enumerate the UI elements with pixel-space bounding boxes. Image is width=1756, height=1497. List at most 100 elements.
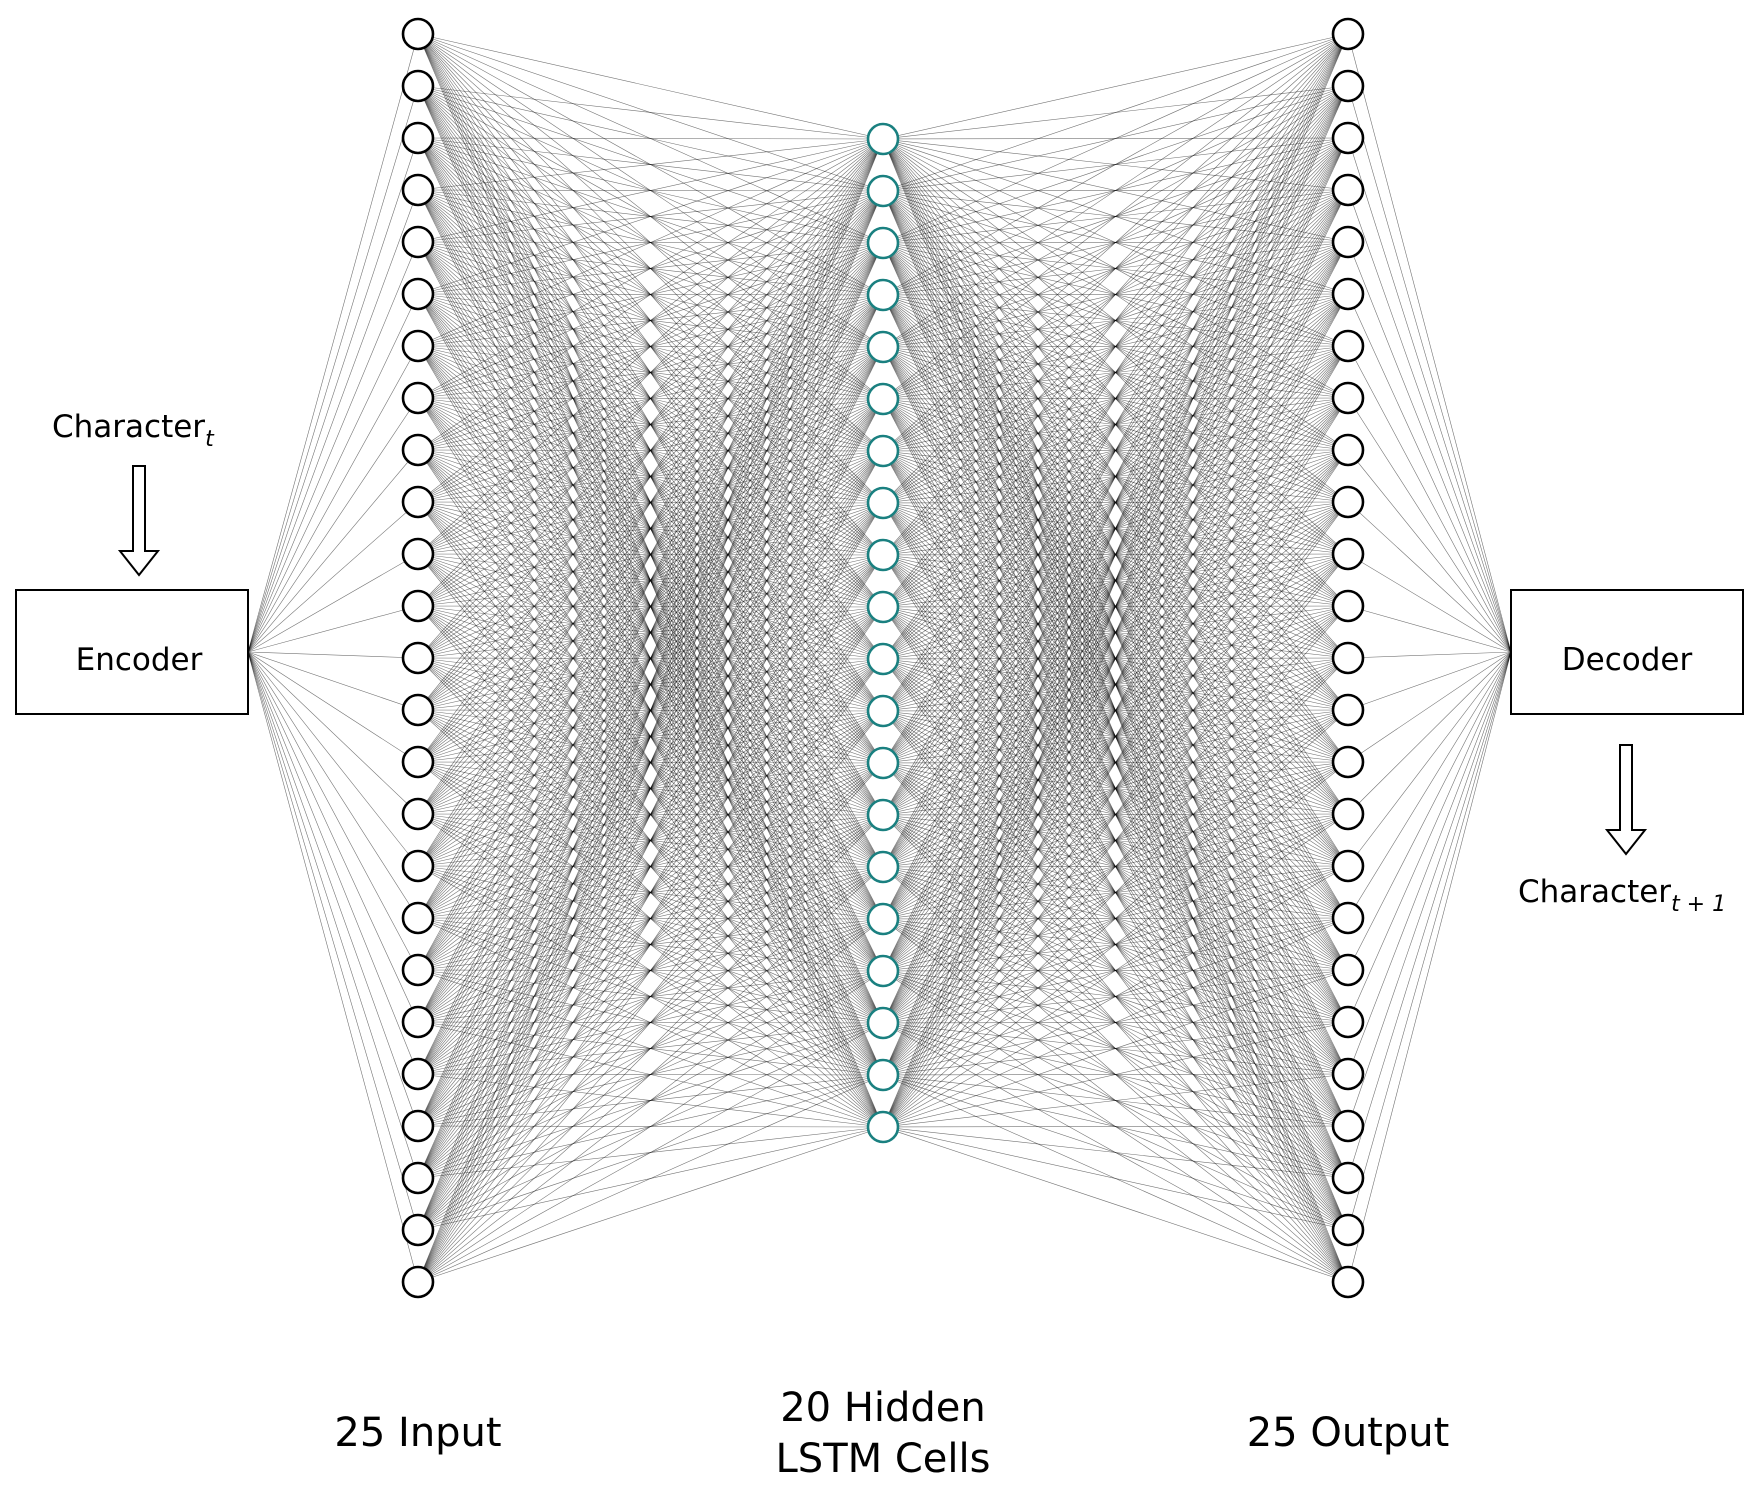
encoder-label: Encoder <box>76 642 203 678</box>
edge-hidden-output <box>882 1126 1349 1179</box>
hidden-lstm-node <box>866 590 900 624</box>
output-node <box>1331 1265 1365 1299</box>
edge-input-hidden <box>417 138 884 1075</box>
edge-encoder-input <box>247 651 419 1231</box>
output-node <box>1331 381 1365 415</box>
edge-input-hidden <box>417 138 884 919</box>
edge-input-hidden <box>417 606 884 1283</box>
edge-hidden-output <box>882 33 1349 504</box>
output-node <box>1331 953 1365 987</box>
edge-output-decoder <box>1347 553 1512 653</box>
output-node <box>1331 173 1365 207</box>
edge-hidden-output <box>882 33 1349 764</box>
edge-hidden-output <box>882 33 1349 660</box>
edge-output-decoder <box>1347 345 1512 653</box>
edge-hidden-output <box>882 449 1349 1128</box>
edge-output-decoder <box>1347 449 1512 653</box>
edge-input-hidden <box>417 138 884 1179</box>
edge-hidden-output <box>882 865 1349 1128</box>
edge-encoder-input <box>247 651 419 711</box>
edge-hidden-output <box>882 33 1349 400</box>
edge-input-hidden <box>417 138 884 503</box>
edge-encoder-input <box>247 501 419 653</box>
edge-input-hidden <box>417 138 884 711</box>
decoder-output: Charactert + 1 <box>1518 744 1726 917</box>
decoder-output-text: Character <box>1518 874 1671 910</box>
edge-hidden-output <box>882 1126 1349 1231</box>
input-node <box>401 641 435 675</box>
hidden-lstm-node <box>866 642 900 676</box>
edge-input-hidden <box>417 502 884 1283</box>
edge-output-decoder <box>1347 189 1512 653</box>
output-node <box>1331 641 1365 675</box>
edge-hidden-output <box>882 33 1349 192</box>
edge-input-hidden <box>417 710 884 1283</box>
encoder: Encoder <box>15 589 249 715</box>
edge-hidden-output <box>882 33 1349 972</box>
edge-encoder-input <box>247 293 419 653</box>
edge-input-hidden <box>417 970 884 1283</box>
edge-input-hidden <box>417 554 884 1283</box>
edge-encoder-input <box>247 651 419 763</box>
input-node <box>401 17 435 51</box>
edge-hidden-output <box>882 33 1349 348</box>
output-node <box>1331 121 1365 155</box>
edge-hidden-output <box>882 1021 1349 1128</box>
edge-output-decoder <box>1347 33 1512 653</box>
hidden-lstm-node <box>866 538 900 572</box>
edge-input-hidden <box>417 137 884 140</box>
edge-encoder-input <box>247 651 419 815</box>
output-node <box>1331 1109 1365 1143</box>
edge-hidden-output <box>882 33 1349 140</box>
input-node <box>401 589 435 623</box>
edge-encoder-input <box>247 651 419 1023</box>
output-node <box>1331 69 1365 103</box>
output-node <box>1331 17 1365 51</box>
hidden-lstm-node <box>866 1110 900 1144</box>
input-node <box>401 69 435 103</box>
edge-hidden-output <box>882 605 1349 1128</box>
hidden-lstm-node <box>866 1006 900 1040</box>
output-node <box>1331 277 1365 311</box>
edge-hidden-output <box>882 33 1349 452</box>
edge-encoder-input <box>247 397 419 653</box>
edge-input-hidden <box>417 814 884 1283</box>
edge-encoder-input <box>247 553 419 653</box>
output-node <box>1331 329 1365 363</box>
encoder-input-text: Character <box>52 409 205 445</box>
edge-input-hidden <box>417 138 884 763</box>
edge-output-decoder <box>1347 651 1512 1023</box>
input-node <box>401 693 435 727</box>
input-node <box>401 745 435 779</box>
edge-input-hidden <box>417 33 884 140</box>
edge-input-hidden <box>417 138 884 451</box>
edge-hidden-output <box>882 813 1349 1128</box>
edge-encoder-input <box>247 651 419 1075</box>
hidden-lstm-node <box>866 226 900 260</box>
output-node <box>1331 693 1365 727</box>
decoder: Decoder <box>1510 589 1744 715</box>
edge-hidden-output <box>882 33 1349 816</box>
edge-input-hidden <box>417 138 884 1231</box>
hidden-lstm-node <box>866 278 900 312</box>
hidden-lstm-node <box>866 330 900 364</box>
edge-hidden-output <box>882 33 1349 1024</box>
edge-input-hidden <box>417 138 884 815</box>
encoder-box <box>15 589 249 715</box>
edge-encoder-input <box>247 651 419 971</box>
edge-encoder-input <box>247 651 419 1283</box>
connection-edges <box>247 33 1512 1283</box>
hidden-lstm-node <box>866 174 900 208</box>
output-node <box>1331 797 1365 831</box>
edge-hidden-output <box>882 33 1349 1076</box>
input-node <box>401 537 435 571</box>
edge-output-decoder <box>1347 651 1512 763</box>
hidden-lstm-node <box>866 434 900 468</box>
edge-hidden-output <box>882 241 1349 1128</box>
output-node <box>1331 589 1365 623</box>
edge-input-hidden <box>417 138 884 399</box>
edge-encoder-input <box>247 189 419 653</box>
edge-input-hidden <box>417 762 884 1283</box>
edge-hidden-output <box>882 657 1349 1128</box>
